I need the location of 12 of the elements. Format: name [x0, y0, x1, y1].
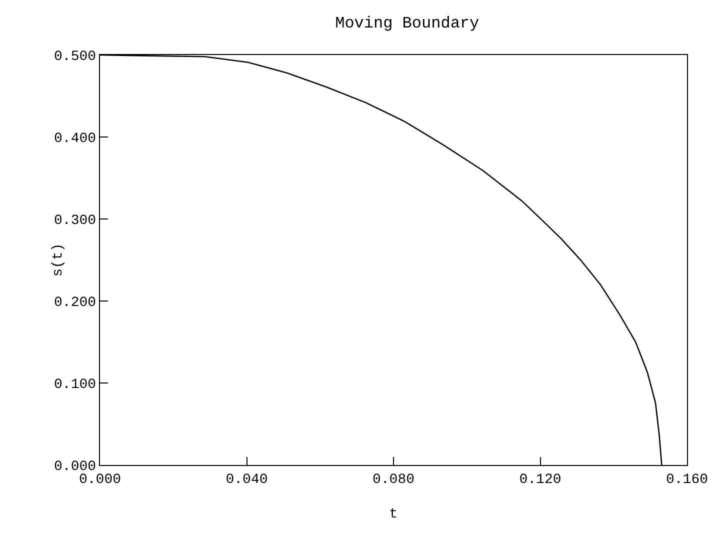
- y-axis-title: s(t): [50, 243, 67, 277]
- chart-title: Moving Boundary: [335, 14, 480, 33]
- y-tick-label: 0.200: [54, 294, 96, 311]
- y-tick-label: 0.300: [54, 212, 96, 229]
- x-tick-label: 0.040: [226, 472, 268, 488]
- x-axis-title: t: [389, 506, 398, 522]
- y-tick-label: 0.400: [54, 130, 96, 147]
- x-tick-label: 0.120: [519, 472, 562, 488]
- y-tick-label: 0.500: [54, 48, 96, 65]
- y-tick-label: 0.100: [54, 376, 96, 393]
- x-tick-label: 0.160: [666, 472, 708, 488]
- x-tick-label: 0.080: [372, 472, 415, 488]
